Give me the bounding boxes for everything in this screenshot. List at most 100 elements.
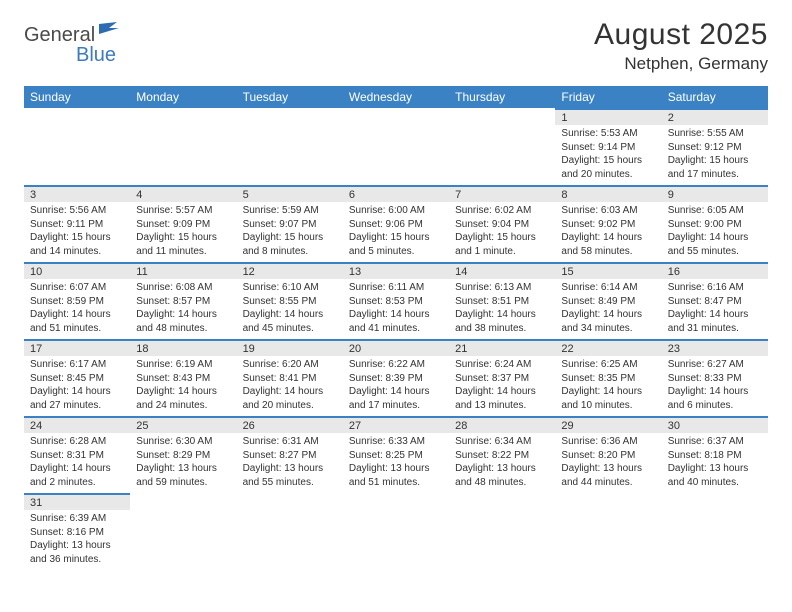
- week-daynum-row: 31: [24, 493, 768, 510]
- sunset-text: Sunset: 8:55 PM: [243, 295, 337, 309]
- daylight-text: Daylight: 14 hours and 45 minutes.: [243, 308, 337, 335]
- day-cell: Sunrise: 5:57 AMSunset: 9:09 PMDaylight:…: [130, 202, 236, 262]
- day-cell: Sunrise: 5:55 AMSunset: 9:12 PMDaylight:…: [662, 125, 768, 185]
- empty-daynum: [343, 108, 449, 125]
- daylight-text: Daylight: 13 hours and 48 minutes.: [455, 462, 549, 489]
- day-number: 5: [237, 185, 343, 202]
- daylight-text: Daylight: 14 hours and 2 minutes.: [30, 462, 124, 489]
- empty-cell: [449, 510, 555, 570]
- day-number: 21: [449, 339, 555, 356]
- sunset-text: Sunset: 8:31 PM: [30, 449, 124, 463]
- month-title: August 2025: [594, 18, 768, 52]
- sunrise-text: Sunrise: 6:19 AM: [136, 358, 230, 372]
- sunset-text: Sunset: 8:49 PM: [561, 295, 655, 309]
- day-cell: Sunrise: 6:37 AMSunset: 8:18 PMDaylight:…: [662, 433, 768, 493]
- sunset-text: Sunset: 8:16 PM: [30, 526, 124, 540]
- weekday-header: Friday: [555, 86, 661, 108]
- empty-cell: [662, 510, 768, 570]
- sunrise-text: Sunrise: 6:39 AM: [30, 512, 124, 526]
- day-cell: Sunrise: 6:20 AMSunset: 8:41 PMDaylight:…: [237, 356, 343, 416]
- sunrise-text: Sunrise: 6:25 AM: [561, 358, 655, 372]
- day-cell: Sunrise: 6:07 AMSunset: 8:59 PMDaylight:…: [24, 279, 130, 339]
- week-content-row: Sunrise: 6:28 AMSunset: 8:31 PMDaylight:…: [24, 433, 768, 493]
- logo-blue-row: Blue: [24, 44, 116, 67]
- sunset-text: Sunset: 8:51 PM: [455, 295, 549, 309]
- empty-daynum: [130, 493, 236, 510]
- weekday-header: Thursday: [449, 86, 555, 108]
- day-number: 23: [662, 339, 768, 356]
- sunset-text: Sunset: 8:22 PM: [455, 449, 549, 463]
- sunset-text: Sunset: 8:53 PM: [349, 295, 443, 309]
- week-content-row: Sunrise: 5:56 AMSunset: 9:11 PMDaylight:…: [24, 202, 768, 262]
- sunrise-text: Sunrise: 6:37 AM: [668, 435, 762, 449]
- daylight-text: Daylight: 15 hours and 14 minutes.: [30, 231, 124, 258]
- sunrise-text: Sunrise: 5:57 AM: [136, 204, 230, 218]
- sunrise-text: Sunrise: 5:53 AM: [561, 127, 655, 141]
- weeks-container: 12Sunrise: 5:53 AMSunset: 9:14 PMDayligh…: [24, 108, 768, 570]
- day-cell: Sunrise: 6:00 AMSunset: 9:06 PMDaylight:…: [343, 202, 449, 262]
- day-number: 6: [343, 185, 449, 202]
- day-number: 11: [130, 262, 236, 279]
- sunset-text: Sunset: 8:45 PM: [30, 372, 124, 386]
- day-number: 22: [555, 339, 661, 356]
- sunset-text: Sunset: 8:18 PM: [668, 449, 762, 463]
- daylight-text: Daylight: 15 hours and 20 minutes.: [561, 154, 655, 181]
- sunset-text: Sunset: 8:39 PM: [349, 372, 443, 386]
- weekday-header: Tuesday: [237, 86, 343, 108]
- sunset-text: Sunset: 9:06 PM: [349, 218, 443, 232]
- sunset-text: Sunset: 8:59 PM: [30, 295, 124, 309]
- sunrise-text: Sunrise: 5:59 AM: [243, 204, 337, 218]
- day-cell: Sunrise: 6:33 AMSunset: 8:25 PMDaylight:…: [343, 433, 449, 493]
- empty-daynum: [24, 108, 130, 125]
- daylight-text: Daylight: 14 hours and 17 minutes.: [349, 385, 443, 412]
- day-cell: Sunrise: 6:36 AMSunset: 8:20 PMDaylight:…: [555, 433, 661, 493]
- sunrise-text: Sunrise: 6:31 AM: [243, 435, 337, 449]
- sunrise-text: Sunrise: 6:33 AM: [349, 435, 443, 449]
- day-number: 28: [449, 416, 555, 433]
- day-cell: Sunrise: 6:30 AMSunset: 8:29 PMDaylight:…: [130, 433, 236, 493]
- sunset-text: Sunset: 8:33 PM: [668, 372, 762, 386]
- day-cell: Sunrise: 6:02 AMSunset: 9:04 PMDaylight:…: [449, 202, 555, 262]
- empty-cell: [343, 125, 449, 185]
- daylight-text: Daylight: 13 hours and 55 minutes.: [243, 462, 337, 489]
- sunrise-text: Sunrise: 6:05 AM: [668, 204, 762, 218]
- day-cell: Sunrise: 5:59 AMSunset: 9:07 PMDaylight:…: [237, 202, 343, 262]
- daylight-text: Daylight: 15 hours and 17 minutes.: [668, 154, 762, 181]
- sunrise-text: Sunrise: 5:55 AM: [668, 127, 762, 141]
- daylight-text: Daylight: 14 hours and 27 minutes.: [30, 385, 124, 412]
- day-number: 7: [449, 185, 555, 202]
- day-cell: Sunrise: 6:22 AMSunset: 8:39 PMDaylight:…: [343, 356, 449, 416]
- day-number: 12: [237, 262, 343, 279]
- sunset-text: Sunset: 9:12 PM: [668, 141, 762, 155]
- day-number: 15: [555, 262, 661, 279]
- daylight-text: Daylight: 15 hours and 11 minutes.: [136, 231, 230, 258]
- day-number: 8: [555, 185, 661, 202]
- weekday-header-row: Sunday Monday Tuesday Wednesday Thursday…: [24, 86, 768, 108]
- daylight-text: Daylight: 14 hours and 41 minutes.: [349, 308, 443, 335]
- daylight-text: Daylight: 15 hours and 8 minutes.: [243, 231, 337, 258]
- week-daynum-row: 3456789: [24, 185, 768, 202]
- page-header: General August 2025 Netphen, Germany: [24, 18, 768, 74]
- daylight-text: Daylight: 14 hours and 13 minutes.: [455, 385, 549, 412]
- sunrise-text: Sunrise: 5:56 AM: [30, 204, 124, 218]
- day-cell: Sunrise: 6:03 AMSunset: 9:02 PMDaylight:…: [555, 202, 661, 262]
- sunset-text: Sunset: 9:07 PM: [243, 218, 337, 232]
- empty-cell: [130, 510, 236, 570]
- sunrise-text: Sunrise: 6:08 AM: [136, 281, 230, 295]
- day-number: 9: [662, 185, 768, 202]
- weekday-header: Monday: [130, 86, 236, 108]
- day-cell: Sunrise: 6:11 AMSunset: 8:53 PMDaylight:…: [343, 279, 449, 339]
- week-content-row: Sunrise: 6:17 AMSunset: 8:45 PMDaylight:…: [24, 356, 768, 416]
- flag-icon: [99, 22, 121, 41]
- day-number: 26: [237, 416, 343, 433]
- sunrise-text: Sunrise: 6:20 AM: [243, 358, 337, 372]
- day-number: 29: [555, 416, 661, 433]
- day-number: 20: [343, 339, 449, 356]
- sunset-text: Sunset: 8:27 PM: [243, 449, 337, 463]
- week-content-row: Sunrise: 6:39 AMSunset: 8:16 PMDaylight:…: [24, 510, 768, 570]
- day-cell: Sunrise: 6:05 AMSunset: 9:00 PMDaylight:…: [662, 202, 768, 262]
- location-label: Netphen, Germany: [594, 54, 768, 74]
- sunrise-text: Sunrise: 6:27 AM: [668, 358, 762, 372]
- sunrise-text: Sunrise: 6:36 AM: [561, 435, 655, 449]
- daylight-text: Daylight: 14 hours and 58 minutes.: [561, 231, 655, 258]
